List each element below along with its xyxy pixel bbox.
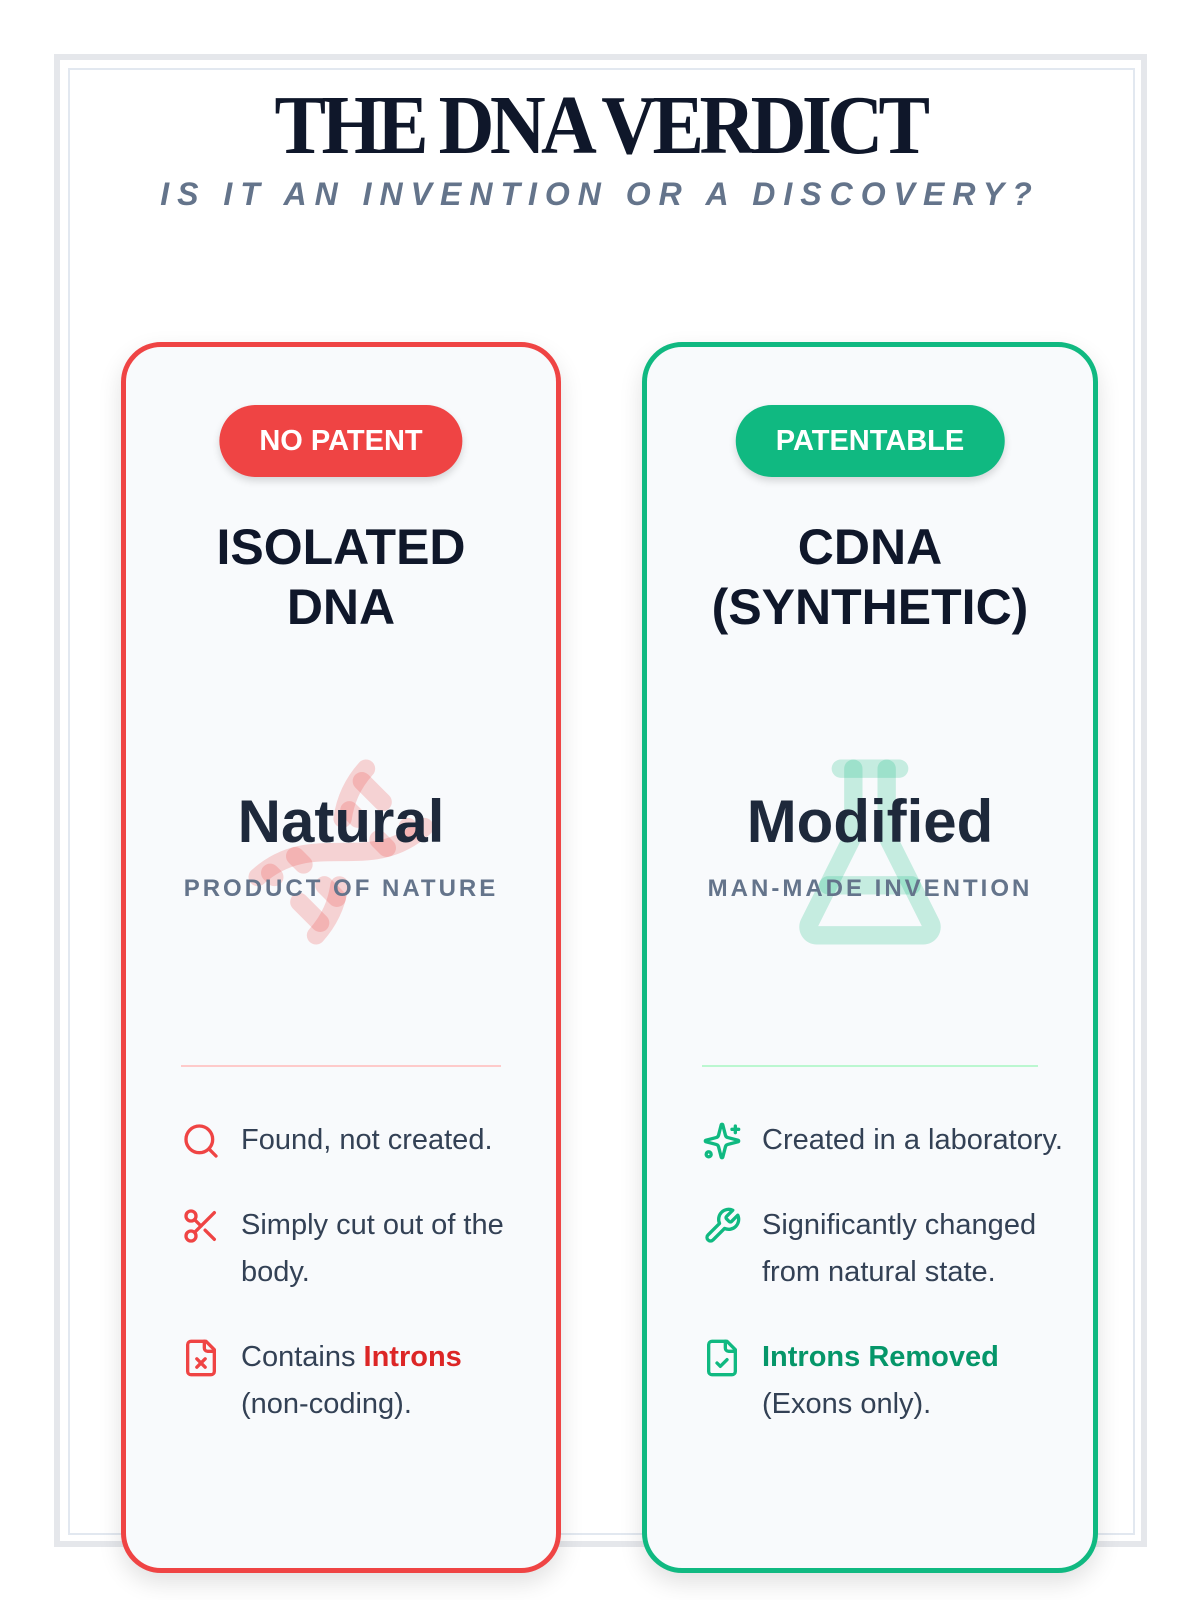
item-text: Created in a laboratory. xyxy=(762,1124,1063,1156)
verdict-sublabel: MAN-MADE INVENTION xyxy=(707,875,1033,902)
heading-line: (SYNTHETIC) xyxy=(711,579,1029,635)
inner-frame xyxy=(68,68,1135,1535)
list-item: Created in a laboratory. xyxy=(702,1117,1063,1164)
heading-line: CDNA xyxy=(797,519,943,575)
list-item: Introns Removed (Exons only). xyxy=(702,1334,1063,1428)
item-suffix: (Exons only). xyxy=(762,1388,932,1420)
outer-frame xyxy=(54,54,1147,1547)
card-heading: ISOLATED DNA xyxy=(126,517,556,637)
list-item: Significantly changed from natural state… xyxy=(702,1202,1063,1296)
wrench-icon xyxy=(705,1207,741,1243)
divider xyxy=(702,1065,1038,1067)
sparkles-icon xyxy=(703,1122,741,1160)
item-text: Found, not created. xyxy=(241,1124,493,1156)
dna-icon xyxy=(248,759,434,945)
feature-list: Created in a laboratory. Significantly c… xyxy=(702,1117,1063,1466)
list-item: Simply cut out of the body. xyxy=(181,1202,526,1296)
item-text: Introns Removed (Exons only). xyxy=(762,1334,1063,1428)
file-x-icon xyxy=(186,1339,216,1377)
introns-removed-highlight: Introns Removed xyxy=(762,1341,999,1373)
search-icon xyxy=(184,1124,218,1158)
item-prefix: Contains xyxy=(241,1341,364,1373)
no-patent-badge: NO PATENT xyxy=(219,405,463,477)
heading-line: ISOLATED xyxy=(216,519,466,575)
flask-icon xyxy=(799,759,941,945)
page-title: THE DNA VERDICT xyxy=(274,79,930,172)
list-item: Found, not created. xyxy=(181,1117,526,1164)
scissors-icon xyxy=(184,1209,216,1243)
feature-list: Found, not created. Simply cut out of th… xyxy=(181,1117,526,1466)
item-text: Significantly changed from natural state… xyxy=(762,1209,1037,1288)
card-heading: CDNA (SYNTHETIC) xyxy=(647,517,1093,637)
item-suffix: (non-coding). xyxy=(241,1388,412,1420)
list-item: Contains Introns (non-coding). xyxy=(181,1334,526,1428)
file-check-icon xyxy=(707,1339,737,1377)
item-text: Contains Introns (non-coding). xyxy=(241,1334,526,1428)
patentable-badge: PATENTABLE xyxy=(735,405,1005,477)
heading-line: DNA xyxy=(286,579,396,635)
introns-highlight: Introns xyxy=(363,1341,462,1373)
verdict-label: Modified xyxy=(746,788,994,855)
verdict-label: Natural xyxy=(237,788,445,855)
item-text: Simply cut out of the body. xyxy=(241,1209,504,1288)
divider xyxy=(181,1065,501,1067)
page-subtitle: IS IT AN INVENTION OR A DISCOVERY? xyxy=(160,176,1040,212)
cdna-card: PATENTABLE CDNA (SYNTHETIC) Modified MAN… xyxy=(642,342,1098,1573)
verdict-sublabel: PRODUCT OF NATURE xyxy=(183,875,499,902)
isolated-dna-card: NO PATENT ISOLATED DNA Natural PRODUCT O… xyxy=(121,342,561,1573)
